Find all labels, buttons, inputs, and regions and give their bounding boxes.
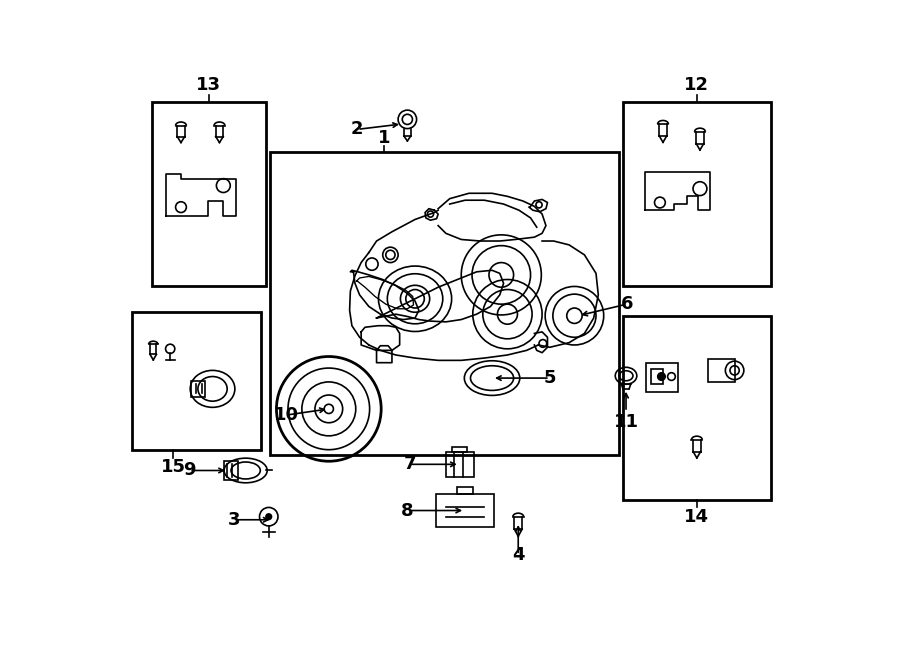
Bar: [651, 369, 663, 384]
Text: 7: 7: [403, 455, 416, 473]
Bar: [646, 363, 679, 392]
Text: 10: 10: [274, 406, 299, 424]
Bar: [152, 102, 266, 286]
Bar: [707, 359, 734, 382]
Text: 4: 4: [512, 546, 525, 564]
Text: 6: 6: [621, 295, 633, 313]
Circle shape: [658, 373, 665, 380]
Text: 9: 9: [184, 461, 195, 479]
Bar: [436, 494, 494, 527]
Text: 1: 1: [378, 129, 391, 147]
Bar: [270, 152, 619, 455]
Text: 2: 2: [351, 120, 364, 138]
Bar: [623, 317, 770, 500]
Text: 14: 14: [684, 508, 709, 525]
Bar: [457, 487, 472, 494]
Bar: [623, 102, 770, 286]
Bar: [446, 452, 473, 477]
Text: 3: 3: [228, 511, 240, 529]
Text: 8: 8: [401, 502, 414, 520]
Bar: [224, 461, 238, 480]
Text: 5: 5: [544, 369, 556, 387]
Text: 15: 15: [161, 458, 185, 477]
Text: 12: 12: [684, 77, 709, 95]
Text: 13: 13: [196, 77, 221, 95]
Bar: [131, 312, 261, 450]
Circle shape: [266, 514, 272, 520]
Bar: [191, 381, 205, 397]
Bar: [452, 447, 467, 452]
Text: 11: 11: [614, 413, 638, 431]
